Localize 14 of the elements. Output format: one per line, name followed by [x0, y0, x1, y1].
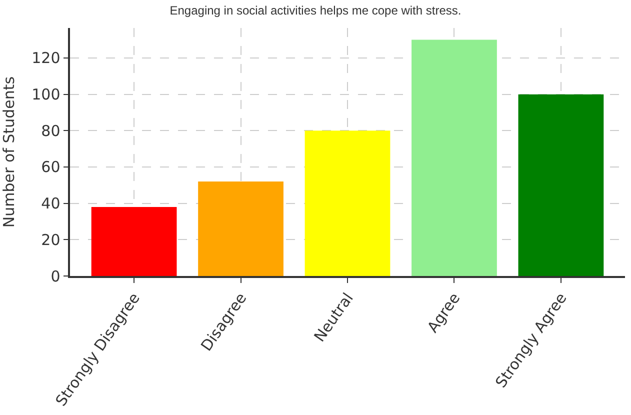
y-tick-label: 40: [41, 194, 60, 213]
y-tick-label: 0: [50, 267, 60, 286]
y-tick-label: 60: [41, 158, 60, 176]
bar: [91, 206, 177, 276]
chart-title: Engaging in social activities helps me cope with stress.: [170, 4, 462, 18]
y-tick-label: 20: [41, 230, 60, 249]
y-tick-label: 80: [41, 122, 60, 140]
y-tick-label: 100: [32, 86, 60, 104]
bar: [412, 40, 497, 276]
y-axis-title: Number of Students: [0, 76, 18, 228]
bar: [304, 130, 390, 276]
bar: [518, 94, 604, 276]
y-tick-label: 120: [32, 49, 60, 68]
bar: [198, 182, 284, 276]
